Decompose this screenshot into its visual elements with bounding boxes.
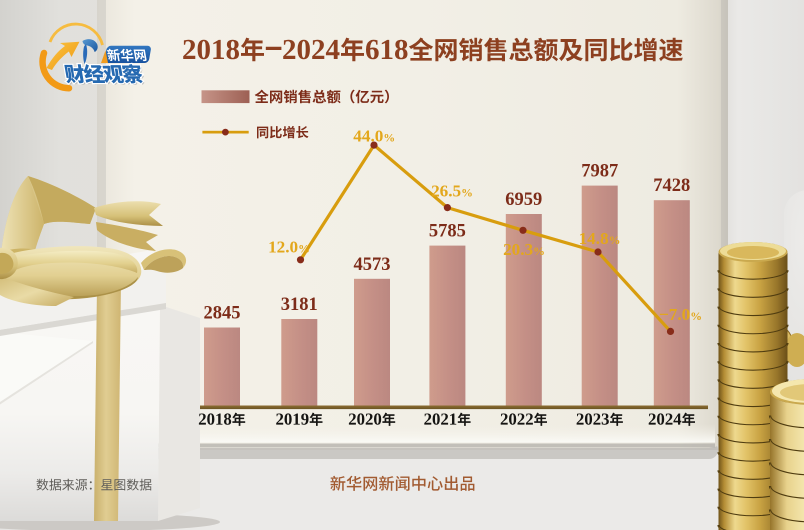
svg-text:4573: 4573 (354, 255, 391, 275)
svg-text:12.0%: 12.0% (268, 238, 310, 257)
svg-text:3181: 3181 (281, 295, 318, 315)
svg-text:14.8%: 14.8% (579, 229, 621, 248)
svg-text:2845: 2845 (204, 304, 241, 324)
svg-text:26.5%: 26.5% (431, 181, 473, 200)
svg-text:7987: 7987 (581, 162, 618, 182)
svg-text:6959: 6959 (505, 190, 542, 210)
svg-text:5785: 5785 (429, 222, 466, 242)
svg-text:20.3%: 20.3% (503, 240, 545, 259)
svg-text:44.0%: 44.0% (353, 126, 395, 145)
svg-text:−7.0%: −7.0% (659, 305, 702, 324)
svg-text:7428: 7428 (653, 176, 690, 196)
